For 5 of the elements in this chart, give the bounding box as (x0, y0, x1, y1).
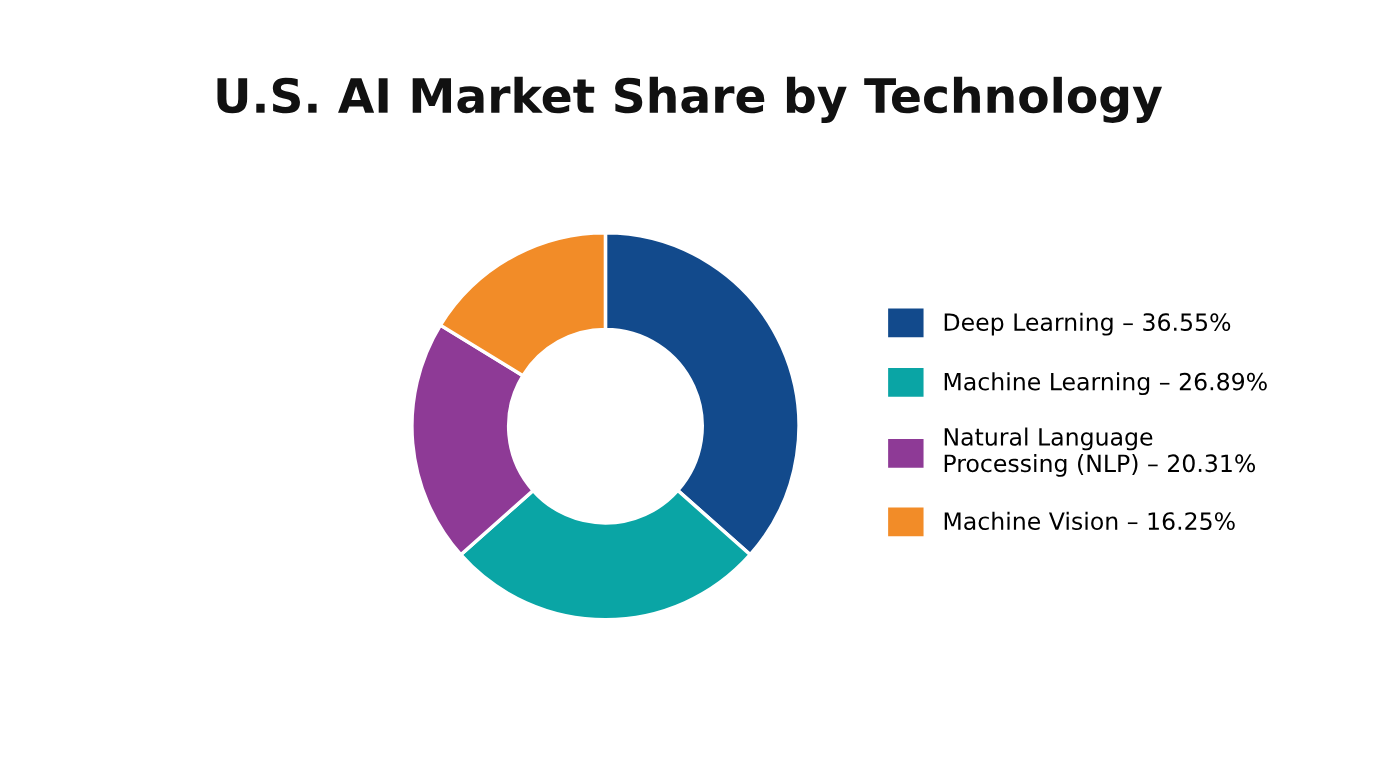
legend-label: Deep Learning – 36.55% (944, 312, 1231, 336)
chart-title: U.S. AI Market Share by Technology (217, 76, 1163, 123)
legend-label: Machine Vision – 16.25% (944, 511, 1235, 531)
legend-label: Machine Learning – 26.89% (944, 372, 1267, 396)
legend-label: Natural Language Processing (NLP) – 20.31% (944, 427, 1256, 477)
